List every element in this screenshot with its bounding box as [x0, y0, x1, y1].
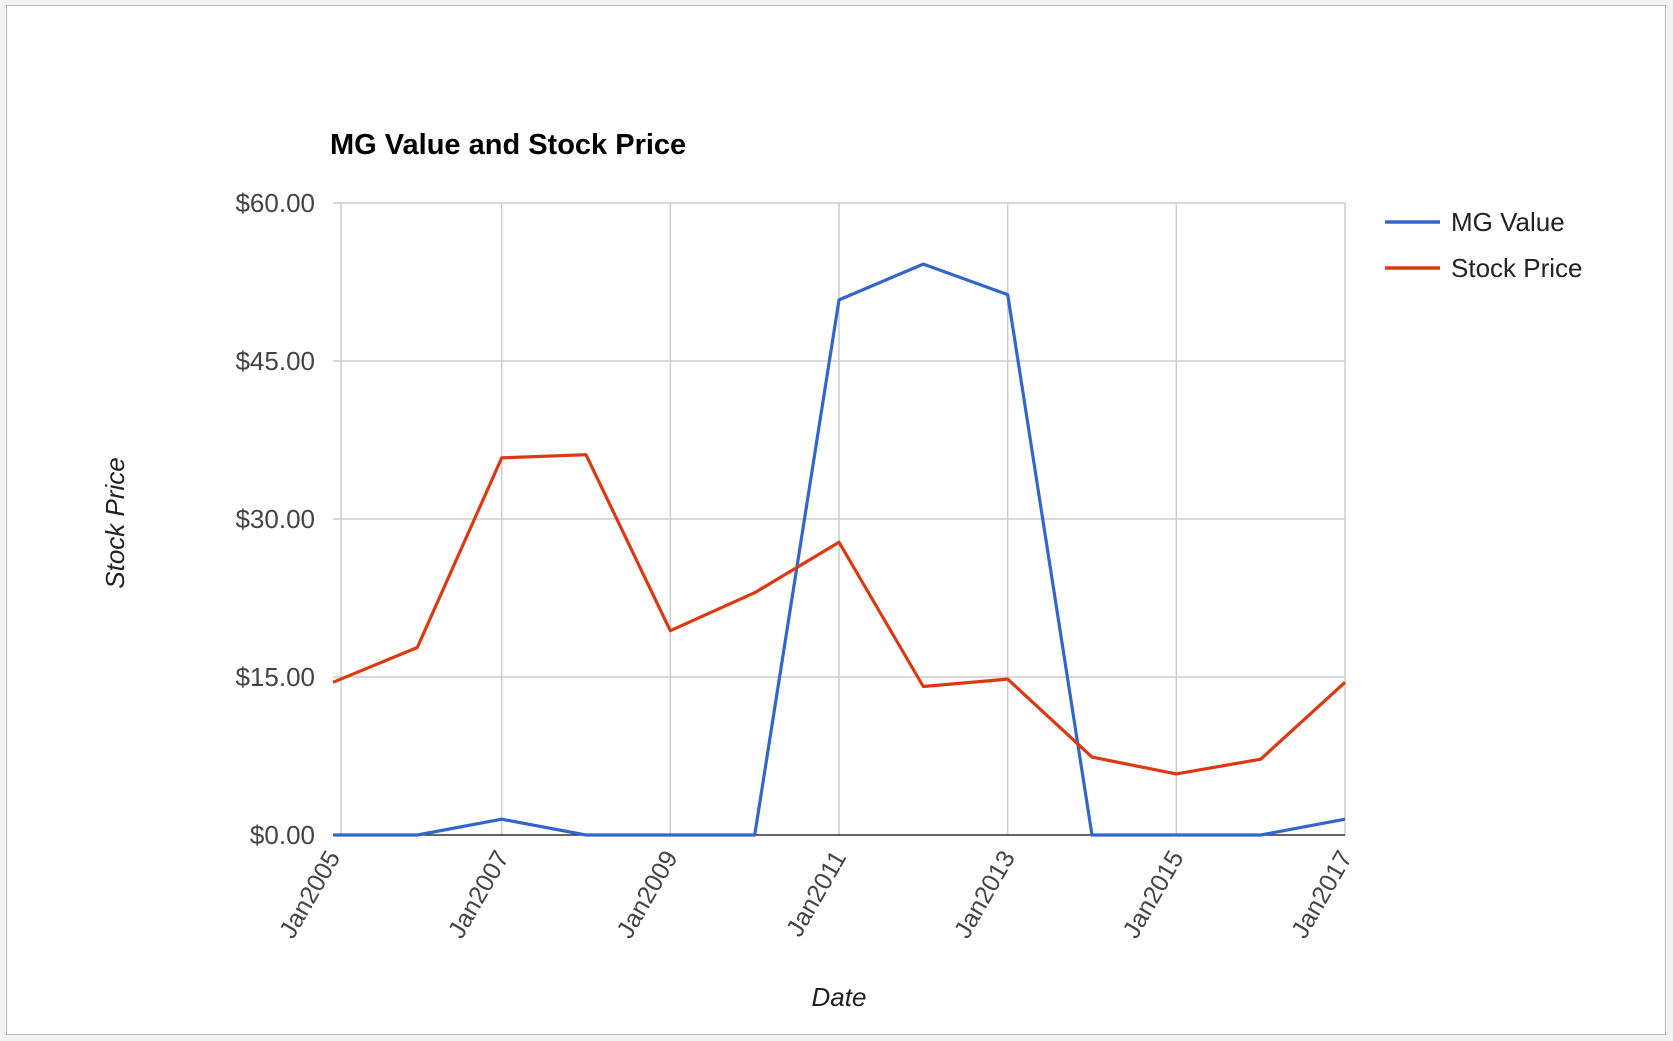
legend: MG Value Stock Price: [1385, 207, 1583, 283]
chart-title: MG Value and Stock Price: [330, 129, 686, 161]
series-layer: [332, 262, 1347, 837]
x-tick-label: Jan2009: [611, 846, 683, 943]
x-tick-label: Jan2005: [274, 846, 346, 943]
y-tick-label: $15.00: [235, 662, 315, 692]
x-tick-label: Jan2015: [1117, 846, 1189, 943]
series-line-mg-value: [333, 262, 1346, 837]
x-tick-label: Jan2007: [443, 846, 515, 943]
y-axis-label: Stock Price: [100, 457, 130, 589]
x-axis-label: Date: [812, 982, 867, 1012]
x-tick-label: Jan2013: [949, 846, 1021, 943]
y-tick-label: $30.00: [235, 504, 315, 534]
y-tick-label: $60.00: [235, 188, 315, 218]
grid-layer: [333, 202, 1346, 835]
legend-label: MG Value: [1451, 207, 1565, 237]
legend-label: Stock Price: [1451, 253, 1583, 283]
chart-frame: $0.00 $15.00 $30.00 $45.00 $60.00 Jan2005 Jan2…: [6, 5, 1666, 1035]
line-chart: $0.00 $15.00 $30.00 $45.00 $60.00 Jan2005 Jan2…: [100, 129, 1583, 1012]
y-tick-label: $45.00: [235, 346, 315, 376]
series-line-stock-price: [332, 453, 1347, 776]
x-tick-label: Jan2011: [781, 846, 852, 941]
x-tick-label: Jan2017: [1286, 846, 1358, 943]
y-tick-label: $0.00: [250, 820, 315, 850]
